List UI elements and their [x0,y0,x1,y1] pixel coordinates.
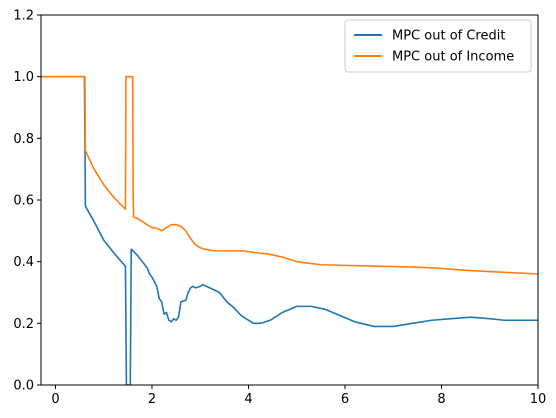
y-tick-label: 1.0 [13,70,34,85]
x-tick-label: 8 [437,392,445,407]
axes: 0 2 4 6 8 10 0.0 0.2 0.4 0.6 0.8 1.0 1.2 [13,9,546,408]
y-tick-label: 0.8 [13,132,34,147]
x-tick-label: 6 [341,392,349,407]
legend-label-credit: MPC out of Credit [392,29,505,44]
series-line-income [41,75,538,275]
x-tick-label: 0 [51,392,59,407]
y-tick-label: 1.2 [13,9,34,24]
series-line-credit [41,75,538,385]
y-tick-label: 0.0 [13,379,34,394]
x-tick-label: 4 [244,392,252,407]
x-tick-label: 10 [530,392,547,407]
plot-area [41,75,538,385]
x-tick-label: 2 [148,392,156,407]
legend-label-income: MPC out of Income [392,50,514,65]
y-tick-label: 0.6 [13,194,34,209]
y-tick-label: 0.2 [13,317,34,332]
legend-frame [344,19,532,73]
legend: MPC out of Credit MPC out of Income [344,19,532,73]
y-tick-label: 0.4 [13,255,34,270]
